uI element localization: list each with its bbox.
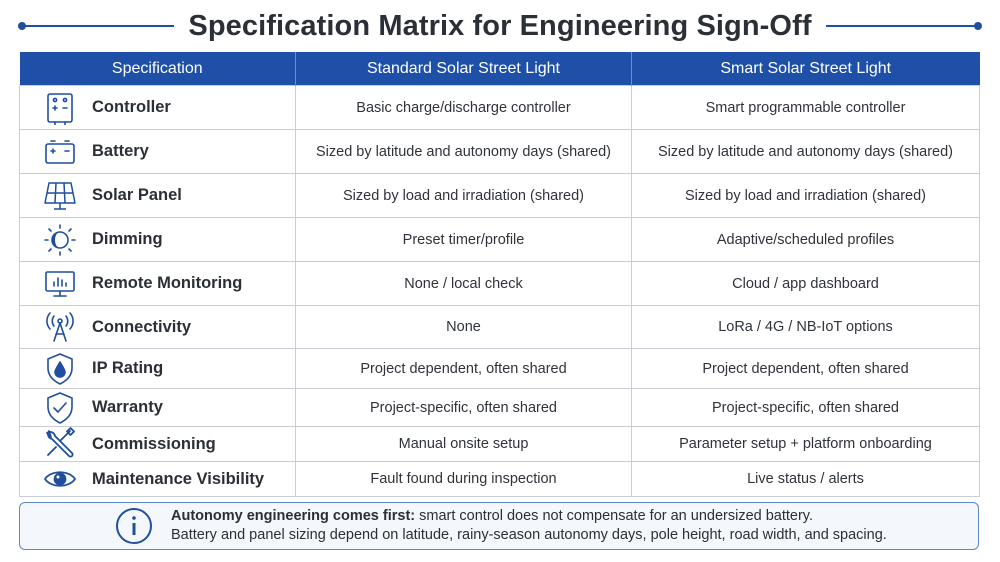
note-emphasis: Autonomy engineering comes first: <box>171 508 416 524</box>
column-header-specification: Specification <box>19 52 296 86</box>
eye-icon <box>40 462 80 496</box>
info-icon <box>115 507 153 545</box>
table-row: Controller Basic charge/discharge contro… <box>19 85 980 130</box>
standard-value: Preset timer/profile <box>295 217 632 262</box>
title-rule-right <box>825 22 983 30</box>
solar-panel-icon <box>40 179 80 213</box>
table-row: Connectivity None LoRa / 4G / NB-IoT opt… <box>19 305 980 349</box>
spec-cell: Battery <box>19 129 296 174</box>
monitor-icon <box>40 267 80 301</box>
table-row: Warranty Project-specific, often shared … <box>19 388 980 427</box>
column-header-smart: Smart Solar Street Light <box>631 52 980 86</box>
spec-cell: Connectivity <box>19 305 296 349</box>
standard-value: None / local check <box>295 261 632 306</box>
page-title: Specification Matrix for Engineering Sig… <box>188 9 812 42</box>
spec-label: IP Rating <box>92 359 164 377</box>
note-line-1-rest: smart control does not compensate for an… <box>415 508 814 524</box>
water-drop-shield-icon <box>40 352 80 386</box>
spec-label: Solar Panel <box>92 186 182 204</box>
standard-value: Sized by load and irradiation (shared) <box>295 173 632 218</box>
table-row: Remote Monitoring None / local check Clo… <box>19 261 980 306</box>
table-row: Dimming Preset timer/profile Adaptive/sc… <box>19 217 980 262</box>
smart-value: Sized by load and irradiation (shared) <box>631 173 980 218</box>
spec-cell: Controller <box>19 85 296 130</box>
standard-value: Manual onsite setup <box>295 426 632 462</box>
standard-value: Sized by latitude and autonomy days (sha… <box>295 129 632 174</box>
smart-value: Project dependent, often shared <box>631 348 980 389</box>
spec-cell: Dimming <box>19 217 296 262</box>
smart-value: Live status / alerts <box>631 461 980 497</box>
standard-value: Project-specific, often shared <box>295 388 632 427</box>
tools-icon <box>40 427 80 461</box>
spec-label: Warranty <box>92 398 163 416</box>
spec-cell: IP Rating <box>19 348 296 389</box>
spec-cell: Remote Monitoring <box>19 261 296 306</box>
standard-value: Basic charge/discharge controller <box>295 85 632 130</box>
autonomy-note-box: Autonomy engineering comes first: smart … <box>19 502 979 550</box>
table-row: IP Rating Project dependent, often share… <box>19 348 980 389</box>
standard-value: Project dependent, often shared <box>295 348 632 389</box>
dimming-icon <box>40 223 80 257</box>
smart-value: Parameter setup + platform onboarding <box>631 426 980 462</box>
spec-label: Controller <box>92 98 171 116</box>
checkmark-shield-icon <box>40 391 80 425</box>
smart-value: Sized by latitude and autonomy days (sha… <box>631 129 980 174</box>
table-row: Battery Sized by latitude and autonomy d… <box>19 129 980 174</box>
standard-value: None <box>295 305 632 349</box>
smart-value: Cloud / app dashboard <box>631 261 980 306</box>
table-row: Solar Panel Sized by load and irradiatio… <box>19 173 980 218</box>
smart-value: Project-specific, often shared <box>631 388 980 427</box>
spec-cell: Commissioning <box>19 426 296 462</box>
spec-label: Commissioning <box>92 434 216 453</box>
title-row: Specification Matrix for Engineering Sig… <box>17 6 983 46</box>
spec-matrix-table: Specification Standard Solar Street Ligh… <box>19 52 980 497</box>
smart-value: Smart programmable controller <box>631 85 980 130</box>
spec-cell: Maintenance Visibility <box>19 461 296 497</box>
table-row: Maintenance Visibility Fault found durin… <box>19 461 980 497</box>
smart-value: Adaptive/scheduled profiles <box>631 217 980 262</box>
table-row: Commissioning Manual onsite setup Parame… <box>19 426 980 462</box>
header-row: Specification Standard Solar Street Ligh… <box>19 52 980 86</box>
controller-icon <box>40 91 80 125</box>
note-text: Autonomy engineering comes first: smart … <box>171 507 887 545</box>
antenna-icon <box>40 310 80 344</box>
spec-label: Connectivity <box>92 317 192 336</box>
spec-label: Maintenance Visibility <box>92 469 265 488</box>
spec-label: Dimming <box>92 230 163 248</box>
column-header-standard: Standard Solar Street Light <box>295 52 632 86</box>
spec-cell: Warranty <box>19 388 296 427</box>
spec-label: Battery <box>92 142 149 160</box>
note-line-1: Autonomy engineering comes first: smart … <box>171 507 887 526</box>
standard-value: Fault found during inspection <box>295 461 632 497</box>
battery-icon <box>40 135 80 169</box>
smart-value: LoRa / 4G / NB-IoT options <box>631 305 980 349</box>
note-line-2: Battery and panel sizing depend on latit… <box>171 527 887 543</box>
title-rule-left <box>17 22 175 30</box>
spec-label: Remote Monitoring <box>92 274 243 292</box>
spec-cell: Solar Panel <box>19 173 296 218</box>
